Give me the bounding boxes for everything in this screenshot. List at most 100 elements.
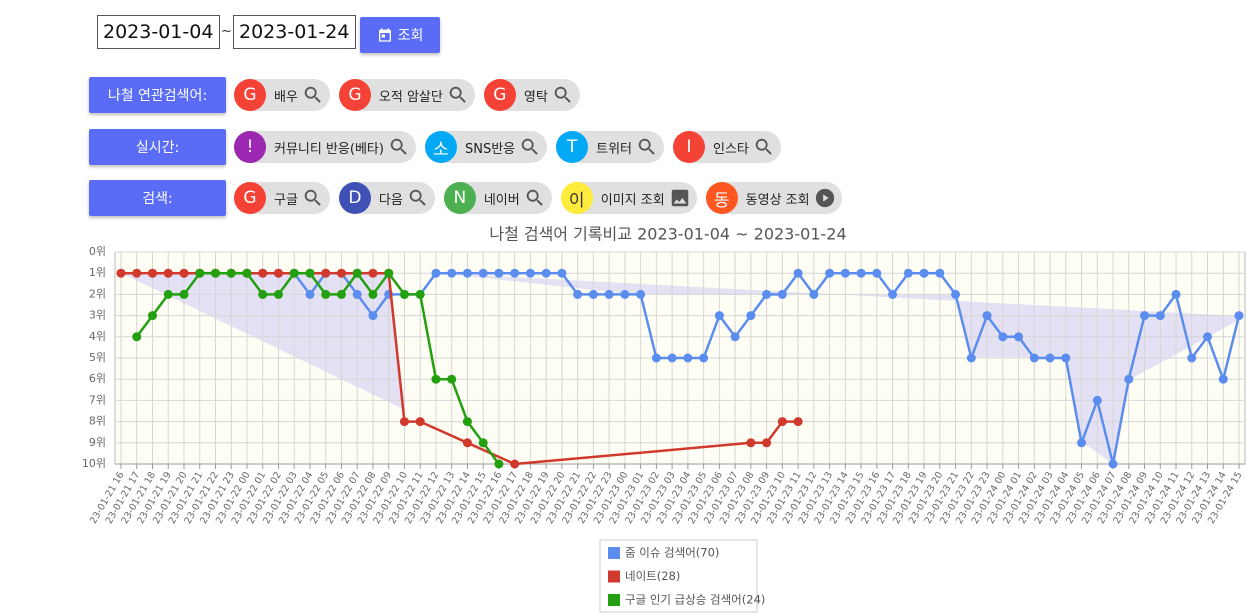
legend [599,539,758,613]
data-point [588,289,598,299]
filter-row: 검색: G 구글 D 다음 N 네이버 이 이미지 조회 동 동영상 조회 [89,180,851,216]
line-segment [419,420,468,444]
chip-avatar: G [483,79,516,111]
line-segment [514,441,751,466]
date-from[interactable]: 2023-01-04 [97,15,220,49]
data-point [462,417,472,427]
chip[interactable]: G 영탁 [483,79,580,111]
data-point [321,268,331,278]
chip[interactable]: 소 SNS반응 [424,131,548,163]
data-point [903,268,913,278]
chip-text: 커뮤니티 반응(베타) [274,141,384,157]
chip-text: 다음 [378,192,403,208]
line-segment [1080,399,1099,444]
y-tick-label: 6위 [89,372,106,385]
data-point [998,332,1008,342]
legend-swatch [608,547,620,559]
data-point [1092,395,1102,405]
line-segment [1064,357,1083,444]
line-segment [1127,315,1146,380]
data-point [935,268,945,278]
search-icon [521,138,538,155]
data-point [966,353,976,363]
data-point [147,311,157,321]
line-segment [639,294,658,359]
y-tick-label: 4위 [89,330,106,343]
row-label-button[interactable]: 나철 연관검색어: [89,77,226,113]
data-point [1155,311,1165,321]
legend-label: 구글 인기 급상승 검색어(24) [625,593,765,607]
data-point [399,417,409,427]
row-label-button[interactable]: 실시간: [89,129,226,165]
y-tick-label: 3위 [89,309,106,322]
date-to[interactable]: 2023-01-24 [233,15,356,49]
data-point [368,268,378,278]
line-segment [450,378,469,423]
data-point [667,353,677,363]
chip[interactable]: G 오적 암살단 [338,79,475,111]
chip-avatar: N [443,182,476,214]
chip[interactable]: G 배우 [234,79,330,111]
data-point [793,268,803,278]
data-point [494,459,504,469]
data-point [1061,353,1071,363]
chip[interactable]: 이 이미지 조회 [560,182,697,214]
data-point [888,289,898,299]
search-icon [449,86,466,103]
data-point [683,353,693,363]
search-button-label: 조회 [397,28,424,44]
data-point [840,268,850,278]
data-point [147,268,157,278]
chip[interactable]: 동 동영상 조회 [705,182,842,214]
chip-text: 오적 암살단 [378,89,443,105]
chip-avatar: D [338,182,371,214]
chip[interactable]: D 다음 [338,182,435,214]
chip[interactable]: T 트위터 [556,131,665,163]
data-point [777,289,787,299]
chip[interactable]: G 구글 [234,182,330,214]
chip[interactable]: N 네이버 [443,182,552,214]
data-point [1029,353,1039,363]
legend-swatch [608,594,620,606]
chip-avatar: ! [234,131,266,163]
row-label-button[interactable]: 검색: [89,180,226,216]
chip-avatar: T [556,131,589,163]
chart-title: 나철 검색어 기록비교 2023-01-04 ~ 2023-01-24 [489,225,846,244]
data-point [872,268,882,278]
search-icon [390,138,407,155]
data-point [951,289,961,299]
search-icon [554,86,571,103]
data-point [699,353,709,363]
data-point [982,311,992,321]
data-point [226,268,236,278]
play-icon [815,188,834,208]
chip-text: 인스타 [713,141,749,157]
chip-text: SNS반응 [464,141,516,157]
search-icon [526,189,543,206]
search-icon [755,138,772,155]
search-button[interactable]: 조회 [360,17,440,53]
data-point [132,332,142,342]
data-point [368,289,378,299]
data-point [462,438,472,448]
data-point [730,332,740,342]
data-point [541,268,551,278]
filter-row: 실시간:! 커뮤니티 반응(베타) 소 SNS반응 T 트위터 I 인스타 [89,129,790,165]
data-point [919,268,929,278]
chip[interactable]: I 인스타 [673,131,781,163]
data-point [273,289,283,299]
data-point [557,268,567,278]
chip-avatar: I [673,131,706,163]
data-point [651,353,661,363]
data-point [856,268,866,278]
data-point [163,268,173,278]
data-point [415,417,425,427]
separator: ~ [221,24,232,39]
y-tick-label: 1위 [89,266,106,279]
data-point [447,268,457,278]
data-point [1171,289,1181,299]
data-point [258,268,268,278]
chip[interactable]: ! 커뮤니티 반응(베타) [234,131,416,163]
data-point [384,268,394,278]
